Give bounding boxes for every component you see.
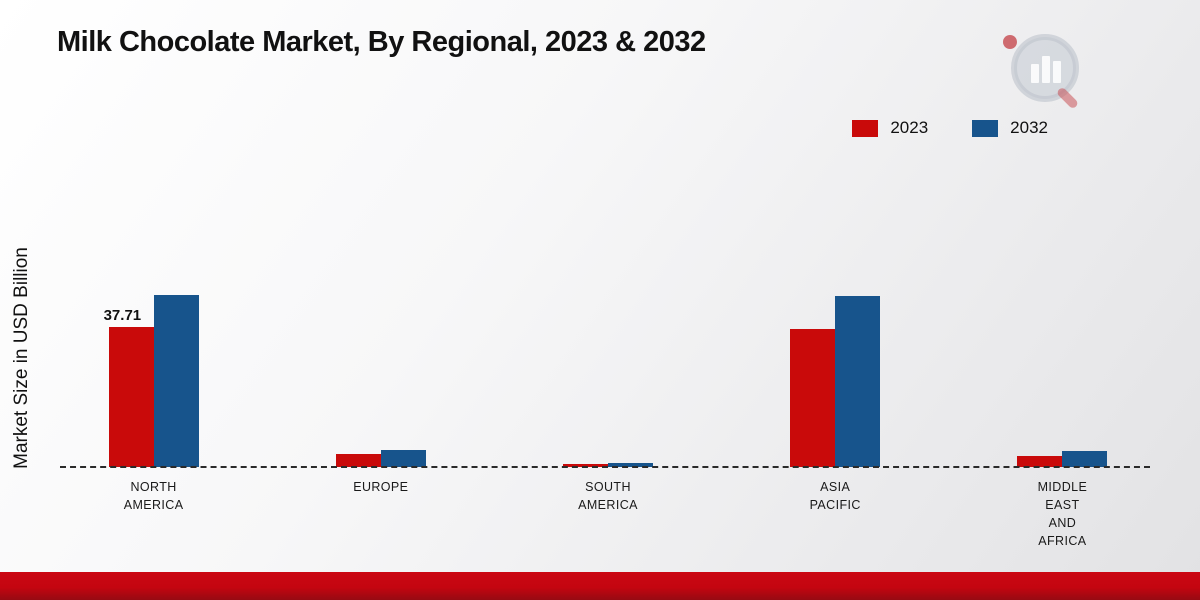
bar-2023-category-3 (790, 329, 836, 467)
x-axis-line (60, 466, 1150, 468)
legend-swatch-2023 (852, 119, 879, 137)
bar-2032-category-0 (153, 295, 199, 467)
x-axis-label-4: MIDDLE EAST AND AFRICA (1037, 480, 1088, 549)
chart-area: 37.71 (40, 282, 1176, 467)
bar-2032-category-4 (1062, 451, 1108, 467)
x-axis-label-2: SOUTH AMERICA (578, 480, 638, 513)
brand-logo (993, 22, 1088, 122)
bar-2032-category-2 (608, 462, 653, 467)
footer-band (0, 572, 1200, 600)
bar-2023-category-0: 37.71 (104, 307, 154, 467)
bar-2023-category-4 (1017, 455, 1063, 467)
category-group-1 (267, 282, 494, 467)
chart-legend: 2023 2032 (852, 118, 1048, 138)
category-group-2 (494, 282, 721, 467)
bar-data-label: 37.71 (103, 307, 142, 325)
bar-2032-category-3 (835, 296, 881, 467)
bar-2032-category-1 (380, 450, 426, 467)
category-group-0: 37.71 (40, 282, 267, 467)
category-group-4 (949, 282, 1176, 467)
legend-label-2023: 2023 (890, 118, 929, 137)
legend-label-2032: 2032 (1010, 118, 1048, 137)
brand-logo-icon (1003, 34, 1079, 108)
bar-2023-category-2 (563, 464, 608, 467)
category-group-3 (722, 282, 949, 467)
plot-area: 37.71 (40, 282, 1176, 467)
legend-item-2032: 2032 (972, 118, 1048, 138)
y-axis-label: Market Size in USD Billion (11, 247, 32, 469)
chart-title: Milk Chocolate Market, By Regional, 2023… (57, 26, 706, 58)
x-axis-label-3: ASIA PACIFIC (809, 480, 861, 513)
bar-2023-category-1 (335, 454, 381, 467)
legend-item-2023: 2023 (852, 118, 928, 138)
x-axis-label-1: EUROPE (353, 480, 409, 494)
x-axis-label-0: NORTH AMERICA (123, 480, 184, 513)
legend-swatch-2032 (972, 119, 999, 137)
x-axis-labels: NORTH AMERICA EUROPE SOUTH AMERICA ASIA PAC… (40, 478, 1176, 551)
